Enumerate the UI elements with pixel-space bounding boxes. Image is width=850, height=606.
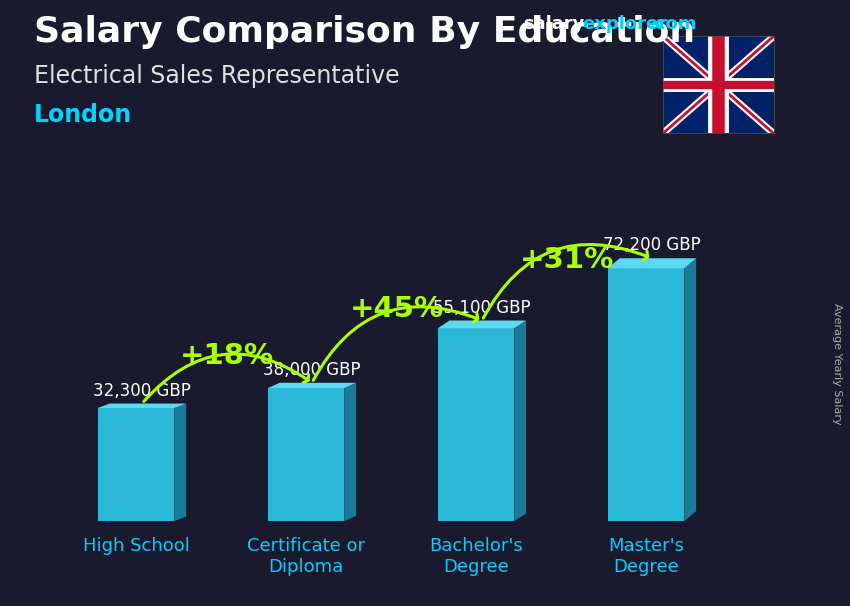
Text: .com: .com bbox=[648, 15, 696, 33]
Polygon shape bbox=[98, 404, 186, 408]
Text: +45%: +45% bbox=[350, 295, 444, 323]
Bar bbox=[608, 268, 684, 521]
Text: 38,000 GBP: 38,000 GBP bbox=[264, 361, 360, 379]
Bar bbox=[438, 328, 514, 521]
Text: explorer: explorer bbox=[582, 15, 667, 33]
Text: Electrical Sales Representative: Electrical Sales Representative bbox=[34, 64, 400, 88]
Bar bbox=[98, 408, 174, 521]
Polygon shape bbox=[684, 258, 696, 521]
Polygon shape bbox=[174, 404, 186, 521]
Text: 72,200 GBP: 72,200 GBP bbox=[603, 236, 700, 255]
Text: salary: salary bbox=[523, 15, 584, 33]
Bar bbox=[268, 388, 344, 521]
Text: +18%: +18% bbox=[180, 342, 274, 370]
Text: London: London bbox=[34, 103, 132, 127]
Text: +31%: +31% bbox=[519, 246, 615, 274]
Polygon shape bbox=[344, 383, 356, 521]
Text: 55,100 GBP: 55,100 GBP bbox=[434, 299, 530, 317]
Text: 32,300 GBP: 32,300 GBP bbox=[93, 382, 191, 400]
Polygon shape bbox=[608, 258, 696, 268]
Polygon shape bbox=[438, 321, 526, 328]
Polygon shape bbox=[514, 321, 526, 521]
Polygon shape bbox=[268, 383, 356, 388]
Text: Average Yearly Salary: Average Yearly Salary bbox=[832, 303, 842, 424]
Text: Salary Comparison By Education: Salary Comparison By Education bbox=[34, 15, 695, 49]
